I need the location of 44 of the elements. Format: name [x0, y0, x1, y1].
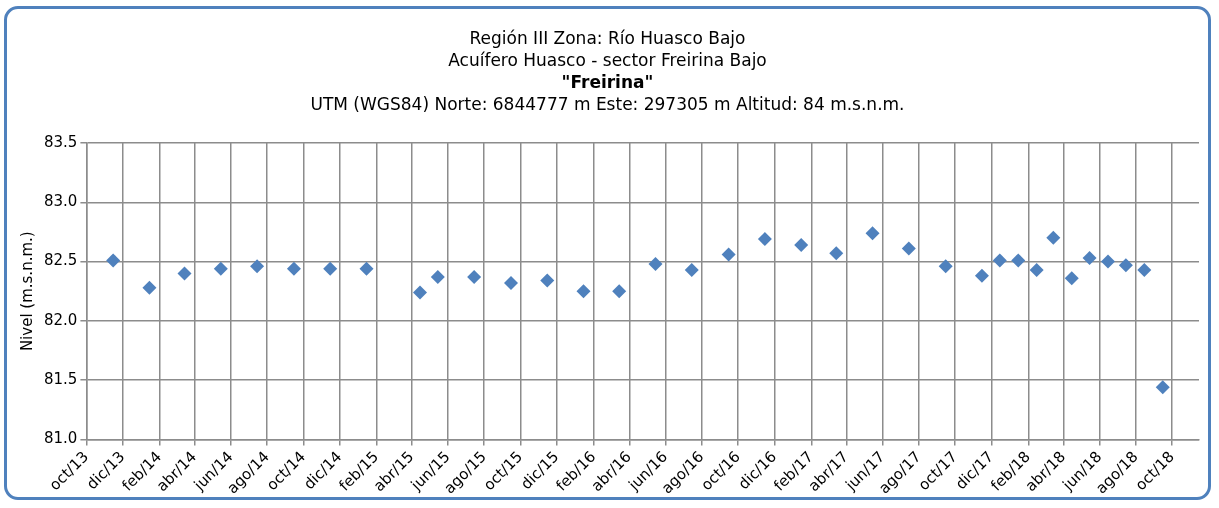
y-axis-title: Nivel (m.s.n.m.) [17, 231, 36, 352]
point [1101, 254, 1116, 269]
point [323, 261, 338, 276]
point [430, 270, 445, 285]
point [648, 256, 663, 271]
point [612, 284, 627, 299]
point [413, 285, 427, 300]
point [250, 259, 265, 274]
point [1046, 230, 1061, 245]
point [757, 232, 772, 247]
y-tick-label: 83.5 [43, 132, 78, 151]
y-tick-label: 81.0 [43, 429, 78, 448]
point [829, 246, 844, 261]
point [938, 259, 953, 274]
point [286, 261, 301, 276]
chart-subtitle: UTM (WGS84) Norte: 6844777 m Este: 297305 m Altitud: 84 m.s.n.m. [309, 93, 906, 115]
point [992, 253, 1007, 268]
y-tick-label: 82.0 [43, 310, 78, 329]
chart-title: Región III Zona: Río Huasco Bajo Acuífero Huasco - sector Freirina Bajo "Freirina" [447, 27, 768, 93]
point [467, 270, 482, 285]
point [213, 261, 228, 276]
point [901, 241, 916, 256]
point [1118, 258, 1133, 273]
point [1155, 380, 1170, 395]
point [974, 268, 989, 283]
point [1082, 251, 1097, 266]
point [142, 280, 157, 295]
point [684, 262, 699, 277]
point [794, 237, 809, 252]
point [721, 247, 736, 262]
point [1137, 262, 1152, 277]
point [576, 284, 591, 299]
y-tick-label: 82.5 [43, 251, 78, 270]
point [540, 273, 555, 288]
point [106, 253, 121, 268]
point [1029, 262, 1044, 277]
point [865, 226, 880, 241]
y-tick-label: 81.5 [43, 370, 78, 389]
point [359, 261, 374, 276]
point [1064, 271, 1079, 286]
point [177, 266, 192, 281]
point [1011, 253, 1026, 268]
point [503, 275, 518, 290]
y-tick-label: 83.0 [43, 192, 78, 211]
